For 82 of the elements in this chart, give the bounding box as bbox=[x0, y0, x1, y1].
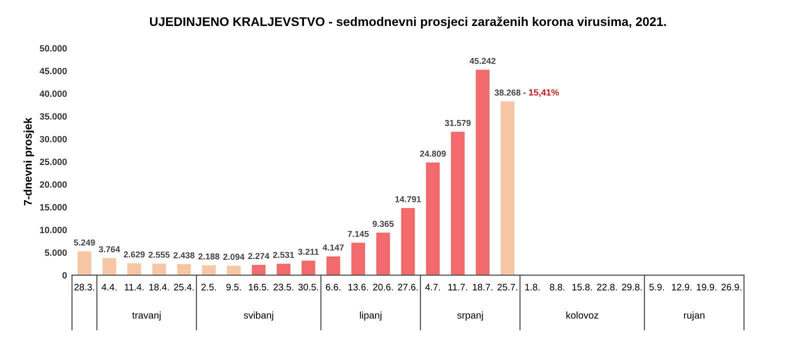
data-label: 2.094 bbox=[223, 254, 245, 260]
x-tick-label: 20.6. bbox=[373, 284, 393, 290]
data-label: 2.438 bbox=[174, 252, 195, 258]
x-tick-label: 11.7. bbox=[448, 284, 468, 290]
x-tick-label: 25.7. bbox=[498, 284, 518, 290]
x-tick-label: 26.9. bbox=[722, 284, 742, 290]
text: kolovoz bbox=[566, 312, 598, 319]
bar bbox=[476, 70, 490, 276]
bar bbox=[102, 258, 116, 276]
bar bbox=[127, 263, 142, 276]
text: rujan bbox=[684, 312, 704, 321]
data-label: 9.365 bbox=[372, 220, 394, 227]
x-tick-label: 23.5. bbox=[274, 284, 294, 290]
x-tick-label: 4.4. bbox=[102, 284, 116, 290]
bar bbox=[426, 162, 440, 276]
x-tick-label: 29.8. bbox=[622, 284, 642, 290]
y-tick-label: 20.000 bbox=[40, 181, 67, 188]
y-tick-label: 0 bbox=[62, 272, 67, 279]
bar bbox=[252, 264, 266, 276]
bar bbox=[500, 101, 514, 276]
text: travanj bbox=[132, 312, 161, 321]
data-label: 4.147 bbox=[322, 244, 344, 250]
data-label: 38.268 bbox=[494, 90, 520, 96]
x-tick-label: 12.9. bbox=[672, 284, 692, 290]
x-tick-label: 4.7. bbox=[425, 284, 440, 290]
bar bbox=[376, 232, 390, 276]
data-label: 2.555 bbox=[148, 252, 170, 258]
data-label: 24.809 bbox=[420, 150, 446, 157]
y-axis-title: 7-dnevni prosjek bbox=[24, 118, 34, 206]
x-tick-label: 28.3. bbox=[74, 284, 94, 290]
y-tick-label: 5.000 bbox=[44, 249, 67, 256]
annotation: - 15,41% bbox=[523, 89, 559, 97]
bar bbox=[152, 264, 166, 276]
x-tick-label: 5.9. bbox=[649, 284, 664, 290]
y-tick-label: 40.000 bbox=[40, 90, 67, 97]
data-label: 2.531 bbox=[273, 252, 294, 258]
x-tick-label: 25.4. bbox=[174, 284, 194, 290]
text: lipanj bbox=[360, 312, 382, 321]
x-tick-label: 18.7. bbox=[472, 284, 492, 290]
bar bbox=[326, 256, 340, 276]
x-tick-label: 18.4. bbox=[149, 284, 169, 290]
x-tick-label: 15.8. bbox=[572, 284, 592, 290]
chart-title: UJEDINJENO KRALJEVSTVO - sedmodnevni prosjeci zaraženih korona virusima, 2021. bbox=[150, 16, 666, 29]
y-tick-label: 50.000 bbox=[40, 45, 67, 52]
y-tick-label: 30.000 bbox=[40, 136, 67, 142]
data-label: 7.145 bbox=[348, 230, 369, 237]
x-tick-label: 16.5. bbox=[248, 284, 268, 290]
bar bbox=[226, 266, 241, 276]
text: svibanj bbox=[244, 312, 274, 321]
data-label: 3.211 bbox=[298, 248, 319, 255]
y-tick-label: 10.000 bbox=[40, 226, 67, 234]
data-label: 2.629 bbox=[124, 251, 145, 258]
x-tick-label: 1.8. bbox=[525, 284, 540, 290]
data-label: 2.274 bbox=[248, 252, 270, 259]
y-tick-label: 15.000 bbox=[40, 204, 67, 210]
x-tick-label: 27.6. bbox=[398, 284, 418, 290]
data-label: 14.791 bbox=[395, 196, 421, 202]
x-tick-label: 6.6. bbox=[326, 284, 340, 290]
x-tick-label: 30.5. bbox=[298, 284, 318, 290]
x-tick-label: 11.4. bbox=[124, 284, 144, 290]
x-tick-label: 22.8. bbox=[597, 284, 617, 290]
data-label: 45.242 bbox=[470, 58, 496, 64]
bar bbox=[78, 251, 92, 276]
bar bbox=[450, 132, 465, 276]
y-tick-label: 35.000 bbox=[40, 113, 67, 120]
bar bbox=[276, 264, 290, 276]
bar bbox=[302, 260, 316, 276]
y-tick-label: 45.000 bbox=[40, 68, 67, 74]
x-tick-label: 9.5. bbox=[226, 284, 241, 290]
bar bbox=[401, 208, 415, 276]
x-tick-label: 13.6. bbox=[348, 284, 368, 290]
text: srpanj bbox=[457, 312, 483, 321]
bar bbox=[177, 264, 191, 276]
x-tick-label: 8.8. bbox=[550, 284, 564, 290]
data-label: 3.764 bbox=[98, 246, 120, 252]
data-label: 5.249 bbox=[74, 239, 95, 246]
y-tick-label: 25.000 bbox=[40, 158, 67, 166]
x-tick-label: 2.5. bbox=[201, 284, 216, 290]
data-label: 2.188 bbox=[198, 253, 220, 260]
data-label: 31.579 bbox=[444, 120, 471, 126]
bar bbox=[351, 242, 366, 276]
x-tick-label: 19.9. bbox=[696, 284, 716, 290]
